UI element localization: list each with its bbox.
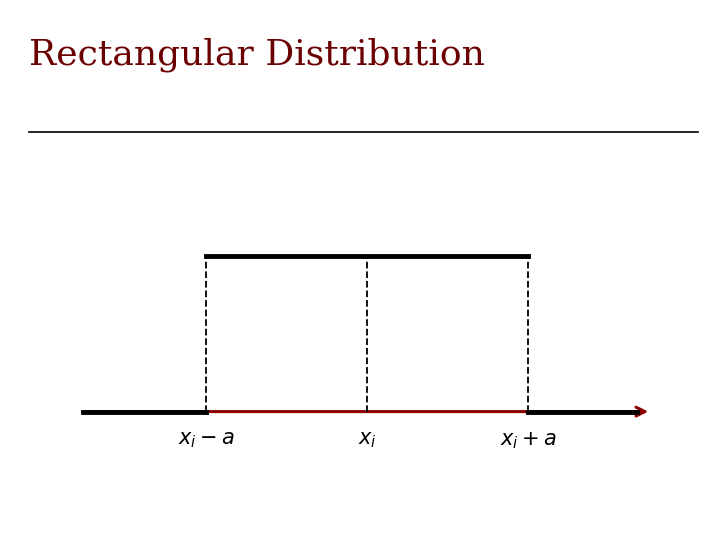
Text: $x_i$: $x_i$ — [358, 430, 377, 450]
Text: $x_i + a$: $x_i + a$ — [500, 430, 557, 451]
Text: Rectangular Distribution: Rectangular Distribution — [29, 38, 485, 72]
Text: $x_i - a$: $x_i - a$ — [178, 430, 235, 450]
